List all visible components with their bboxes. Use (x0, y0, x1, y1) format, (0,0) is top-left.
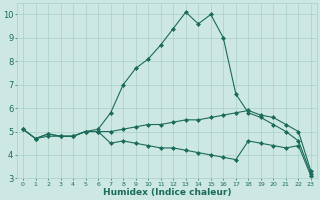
X-axis label: Humidex (Indice chaleur): Humidex (Indice chaleur) (103, 188, 231, 197)
